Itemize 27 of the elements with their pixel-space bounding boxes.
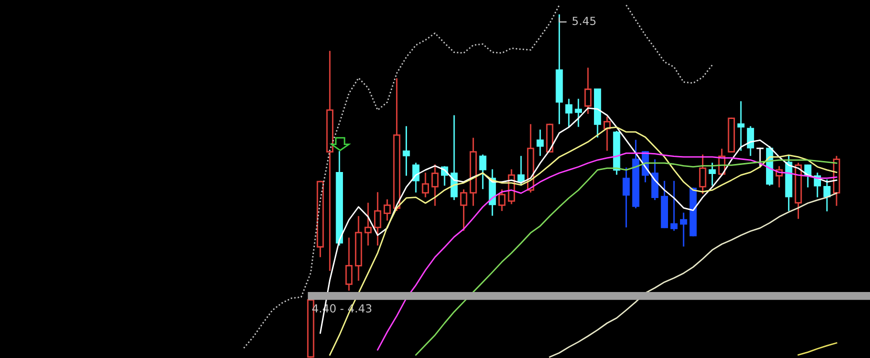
candlestick	[746, 126, 754, 156]
candlestick	[460, 189, 468, 231]
candlestick	[680, 212, 688, 247]
candlestick	[565, 98, 572, 128]
candlestick	[431, 164, 439, 206]
candlestick	[517, 156, 525, 186]
candlestick	[574, 98, 582, 127]
candlestick	[651, 159, 658, 200]
candlestick	[384, 199, 391, 221]
candlestick	[402, 126, 410, 176]
candlestick	[708, 162, 716, 186]
candlestick	[479, 154, 486, 190]
candlestick	[604, 116, 611, 151]
candlestick	[498, 189, 506, 211]
candlestick	[737, 101, 744, 151]
candlestick	[422, 172, 430, 198]
candlestick	[374, 192, 382, 246]
candlestick	[670, 180, 678, 231]
candlestick	[622, 168, 630, 228]
candlestick	[699, 154, 706, 194]
candlestick	[584, 68, 592, 114]
candlestick	[756, 148, 764, 168]
candlestick	[823, 180, 831, 212]
candlestick	[364, 202, 372, 246]
annotation: 5.45	[572, 16, 596, 26]
candlestick	[536, 130, 544, 156]
candlestick	[345, 238, 353, 291]
